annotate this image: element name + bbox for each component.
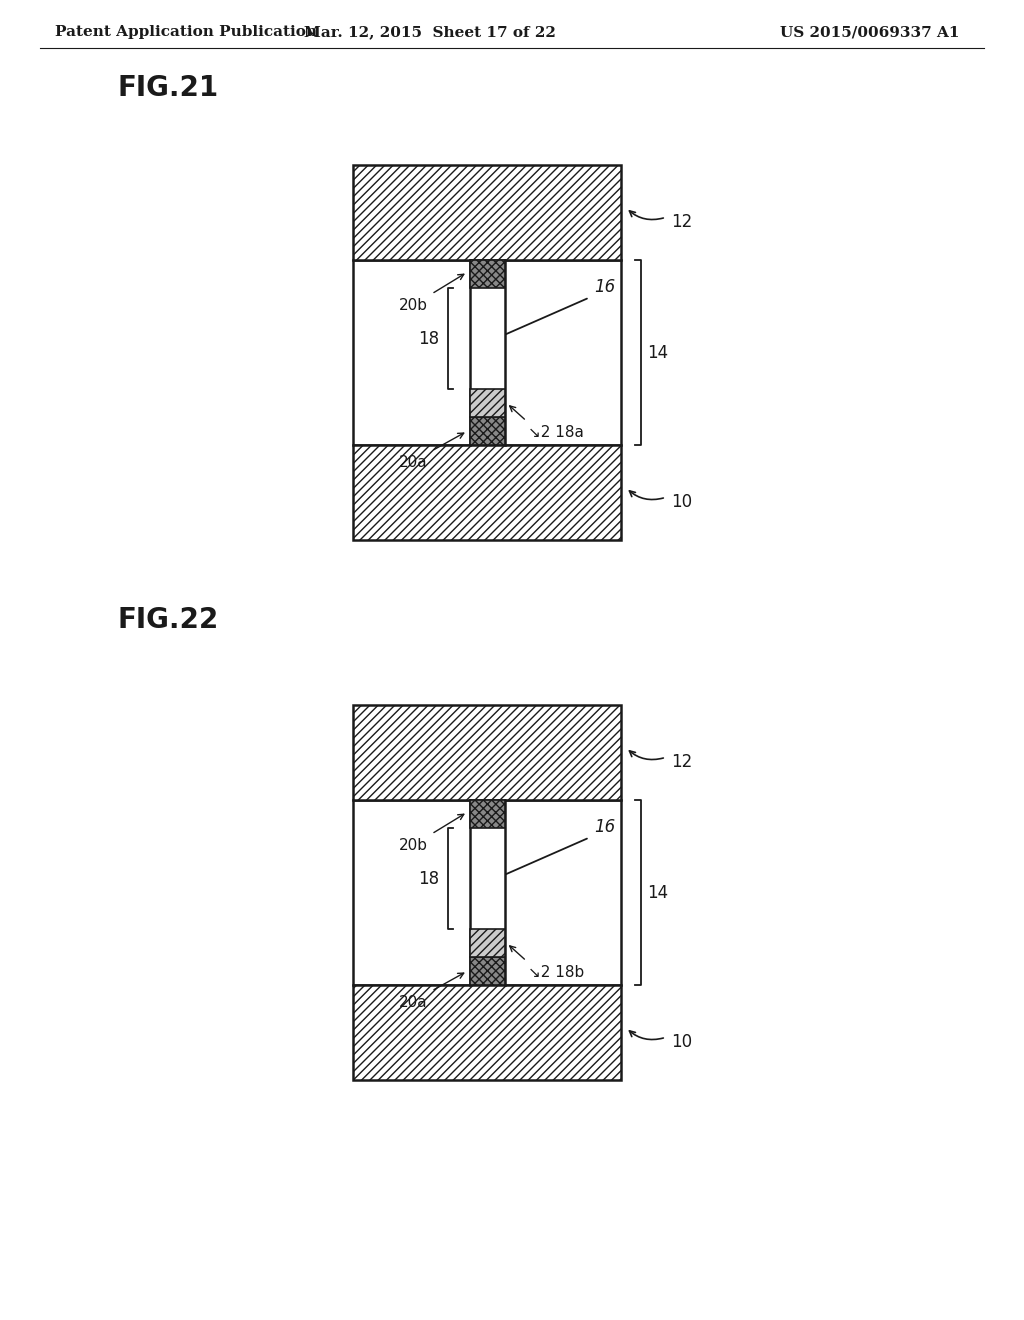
Bar	[469, 957, 505, 985]
Text: 10: 10	[671, 492, 692, 511]
Bar	[353, 260, 621, 445]
Text: 14: 14	[647, 343, 668, 362]
Text: 20b: 20b	[398, 298, 427, 313]
Text: US 2015/0069337 A1: US 2015/0069337 A1	[780, 25, 959, 40]
Bar	[469, 929, 505, 957]
Text: 16: 16	[595, 818, 615, 837]
Bar	[469, 260, 505, 288]
Text: 20b: 20b	[398, 838, 427, 853]
Bar	[353, 985, 621, 1080]
Bar	[469, 260, 505, 445]
Text: 20a: 20a	[399, 995, 427, 1010]
Bar	[469, 417, 505, 445]
Bar	[469, 417, 505, 445]
Bar	[469, 389, 505, 417]
Text: 16: 16	[595, 279, 615, 297]
Text: 10: 10	[671, 1034, 692, 1051]
Bar	[469, 260, 505, 288]
Bar	[353, 445, 621, 540]
Bar	[469, 800, 505, 828]
Text: Mar. 12, 2015  Sheet 17 of 22: Mar. 12, 2015 Sheet 17 of 22	[304, 25, 556, 40]
Bar	[353, 705, 621, 800]
Text: 18: 18	[419, 870, 439, 887]
Text: 14: 14	[647, 883, 668, 902]
Bar	[469, 929, 505, 957]
Bar	[353, 705, 621, 800]
Text: 18: 18	[419, 330, 439, 347]
Bar	[469, 957, 505, 985]
Text: Patent Application Publication: Patent Application Publication	[55, 25, 317, 40]
Bar	[353, 445, 621, 540]
Bar	[469, 800, 505, 985]
Bar	[353, 165, 621, 260]
Text: ↘2 18b: ↘2 18b	[528, 965, 585, 979]
Text: 12: 12	[671, 213, 692, 231]
Bar	[353, 800, 621, 985]
Text: FIG.21: FIG.21	[118, 74, 219, 102]
Bar	[353, 985, 621, 1080]
Bar	[469, 800, 505, 828]
Bar	[353, 165, 621, 260]
Text: ↘2 18a: ↘2 18a	[528, 425, 585, 440]
Text: 12: 12	[671, 752, 692, 771]
Text: FIG.22: FIG.22	[118, 606, 219, 634]
Bar	[469, 389, 505, 417]
Text: 20a: 20a	[399, 455, 427, 470]
